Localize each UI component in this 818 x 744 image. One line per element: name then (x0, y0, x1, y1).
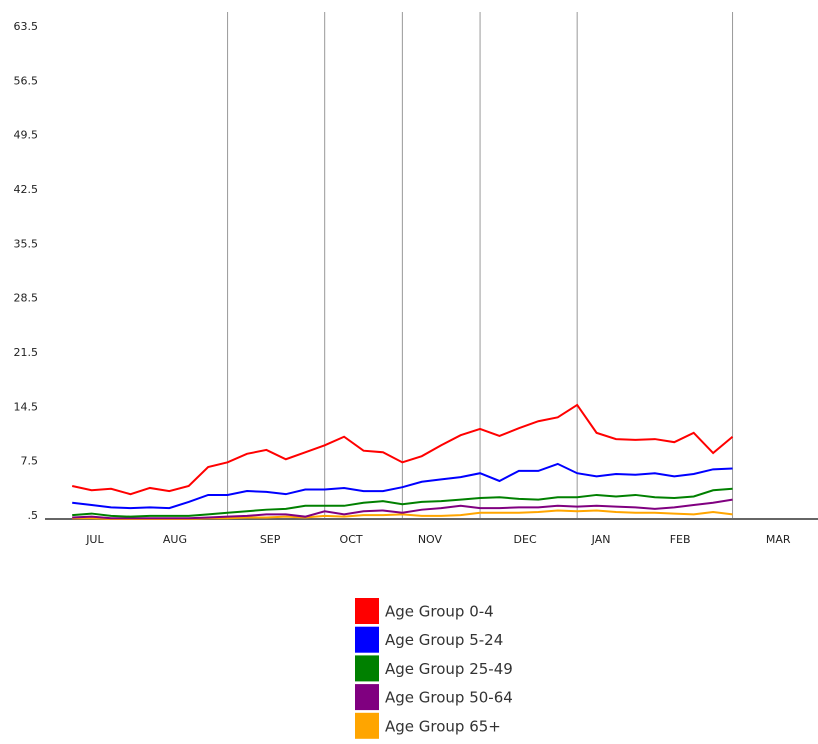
x-tick-label: JAN (591, 533, 611, 546)
y-tick-label: 35.5 (14, 237, 39, 250)
y-tick-label: 56.5 (14, 74, 39, 87)
x-tick-label: JUL (85, 533, 104, 546)
x-tick-label: DEC (514, 533, 537, 546)
legend-swatch (355, 684, 379, 711)
x-tick-label: SEP (260, 533, 281, 546)
legend-swatch (355, 598, 379, 624)
y-tick-label: 28.5 (14, 292, 39, 305)
x-tick-label: FEB (670, 533, 691, 546)
x-tick-label: OCT (340, 533, 363, 546)
legend-label: Age Group 0-4 (385, 603, 494, 621)
x-tick-label: AUG (163, 533, 187, 546)
legend-label: Age Group 5-24 (385, 631, 503, 649)
y-tick-label: 49.5 (14, 129, 39, 142)
legend-label: Age Group 50-64 (385, 689, 513, 707)
series-line (72, 498, 733, 520)
y-tick-label: .5 (28, 509, 39, 522)
series-line (72, 462, 733, 510)
y-tick-label: 14.5 (14, 400, 39, 413)
legend-swatch (355, 712, 379, 739)
legend-swatch (355, 626, 379, 653)
legend-label: Age Group 65+ (385, 717, 501, 735)
x-tick-label: NOV (418, 533, 443, 546)
y-tick-label: 21.5 (14, 346, 39, 359)
x-tick-label: MAR (766, 533, 791, 546)
legend-label: Age Group 25-49 (385, 660, 513, 678)
series-line (71, 403, 734, 496)
legend-swatch (355, 655, 379, 682)
y-tick-label: 7.5 (21, 455, 39, 468)
series-line (72, 487, 733, 518)
y-tick-label: 63.5 (14, 20, 39, 33)
y-tick-label: 42.5 (14, 183, 39, 196)
